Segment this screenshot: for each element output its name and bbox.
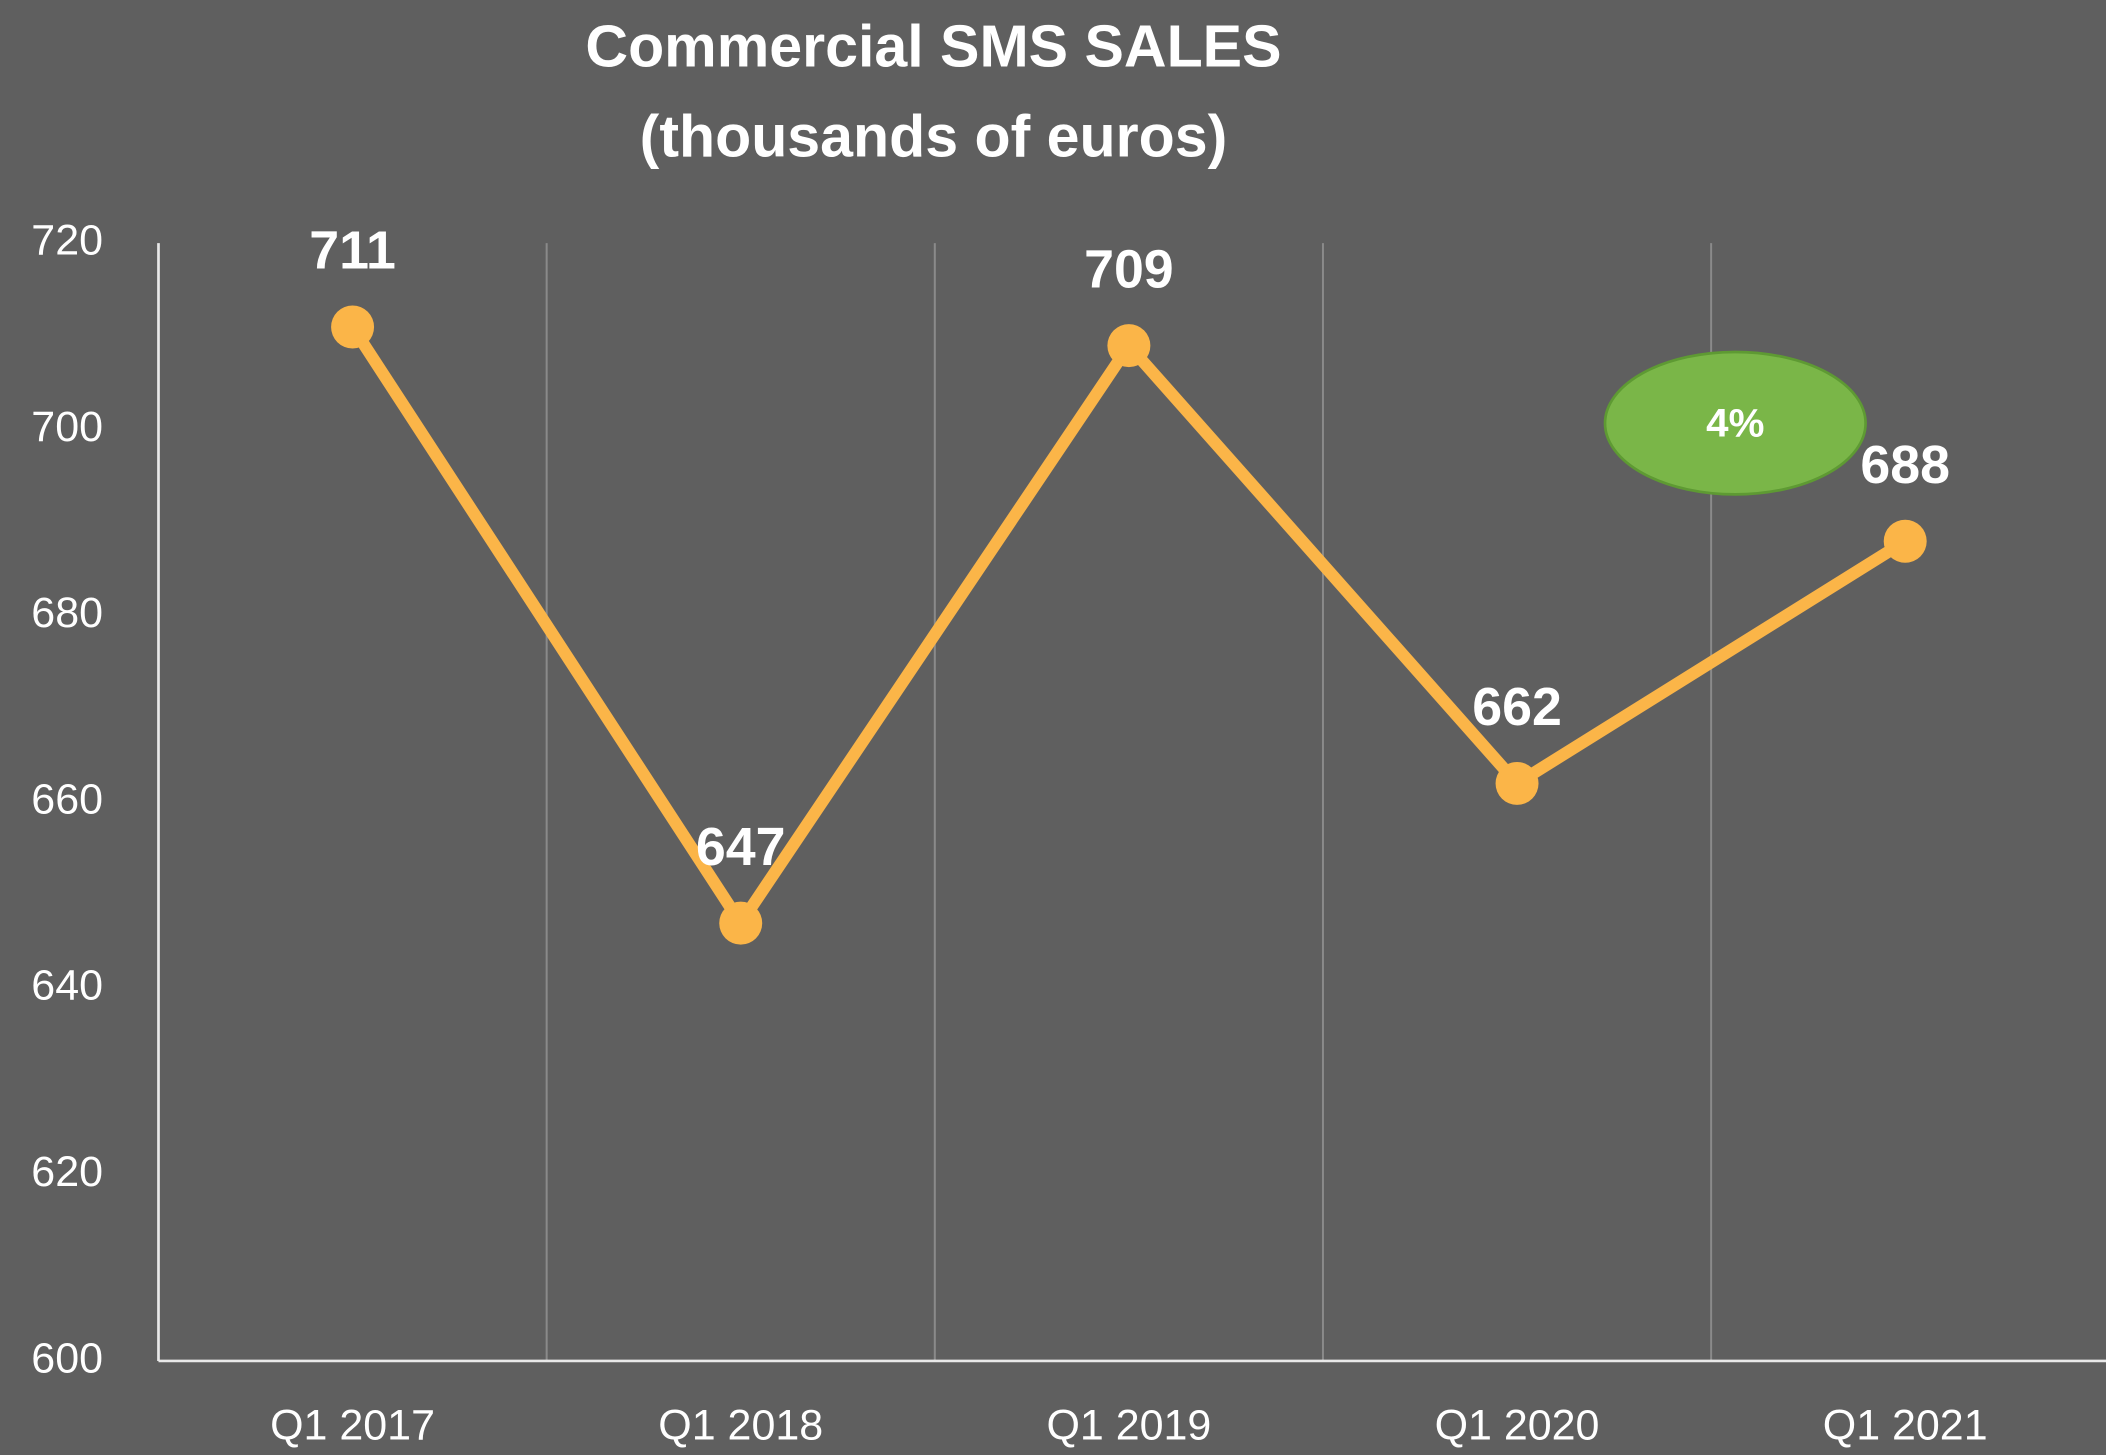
y-tick-label: 680 xyxy=(31,589,103,637)
chart-title: Commercial SMS SALES xyxy=(585,13,1281,80)
x-tick-label: Q1 2020 xyxy=(1435,1401,1600,1449)
x-tick-label: Q1 2021 xyxy=(1823,1401,1988,1449)
point xyxy=(719,901,763,945)
x-tick-label: Q1 2019 xyxy=(1046,1401,1211,1449)
chart-subtitle: (thousands of euros) xyxy=(640,103,1228,170)
y-tick-label: 600 xyxy=(31,1334,103,1382)
data-label: 688 xyxy=(1860,435,1950,495)
point xyxy=(331,305,375,349)
data-label: 709 xyxy=(1084,239,1174,299)
x-tick-label: Q1 2017 xyxy=(270,1401,435,1449)
y-tick-label: 700 xyxy=(31,403,103,451)
data-label: 662 xyxy=(1472,677,1562,737)
point xyxy=(1883,519,1927,563)
x-tick-label: Q1 2018 xyxy=(658,1401,823,1449)
data-label: 711 xyxy=(309,221,396,281)
data-label: 647 xyxy=(696,817,786,877)
annotation: 4% xyxy=(1706,401,1764,446)
y-tick-label: 640 xyxy=(31,962,103,1010)
annotation-bubble xyxy=(1603,350,1867,496)
y-tick-label: 660 xyxy=(31,775,103,823)
y-tick-label: 720 xyxy=(31,217,103,265)
point xyxy=(1107,324,1151,368)
y-tick-label: 620 xyxy=(31,1148,103,1196)
point xyxy=(1495,761,1539,805)
